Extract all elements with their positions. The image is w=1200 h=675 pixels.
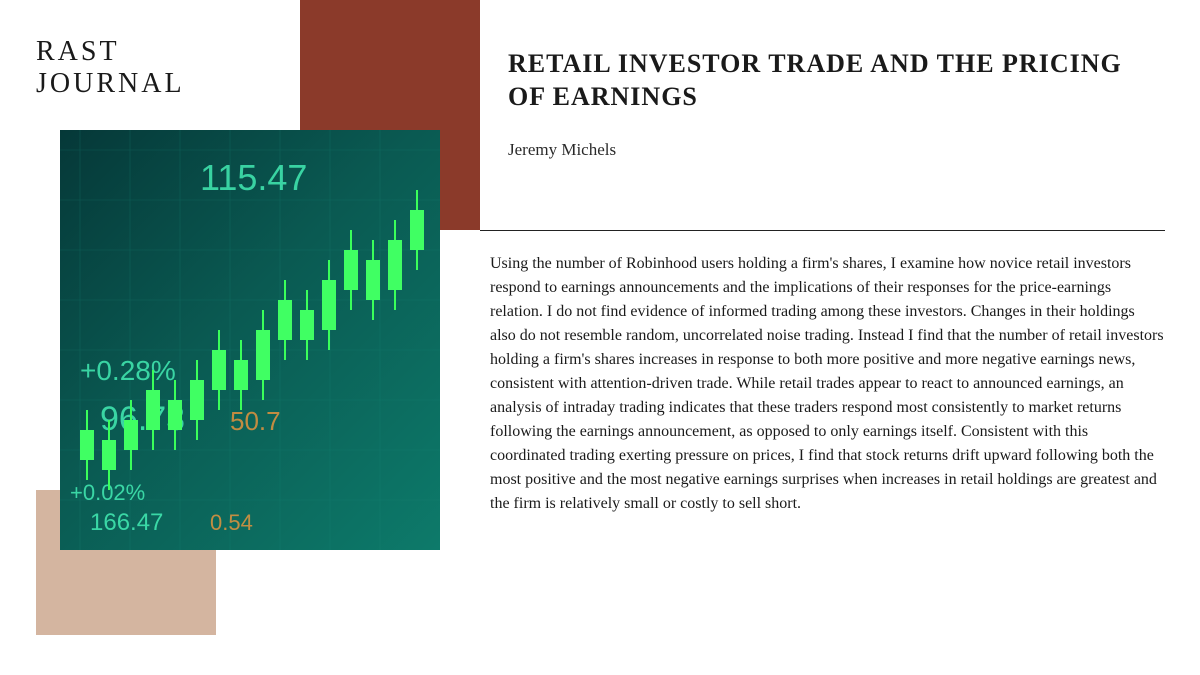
brand-line-2: JOURNAL <box>36 68 185 100</box>
brand-logo: RAST JOURNAL <box>36 36 185 100</box>
overlay-num-5: 166.47 <box>90 509 163 536</box>
candlesticks <box>80 190 424 490</box>
section-divider <box>480 230 1165 231</box>
article-title: RETAIL INVESTOR TRADE AND THE PRICING OF… <box>508 48 1148 113</box>
overlay-num-3: 50.7 <box>230 406 281 436</box>
article-abstract: Using the number of Robinhood users hold… <box>490 252 1164 516</box>
overlay-num-6: 0.54 <box>210 510 253 535</box>
article-author: Jeremy Michels <box>508 140 616 160</box>
chart-overlay-text: 115.47 +0.28% 96.73 50.7 +0.02% 166.47 0… <box>70 157 307 536</box>
overlay-num-0: 115.47 <box>200 157 307 198</box>
candlestick-chart-svg: 115.47 +0.28% 96.73 50.7 +0.02% 166.47 0… <box>60 130 440 550</box>
brand-line-1: RAST <box>36 36 185 68</box>
overlay-num-4: +0.02% <box>70 480 145 505</box>
stock-chart-image: 115.47 +0.28% 96.73 50.7 +0.02% 166.47 0… <box>60 130 440 550</box>
overlay-num-1: +0.28% <box>80 355 176 386</box>
